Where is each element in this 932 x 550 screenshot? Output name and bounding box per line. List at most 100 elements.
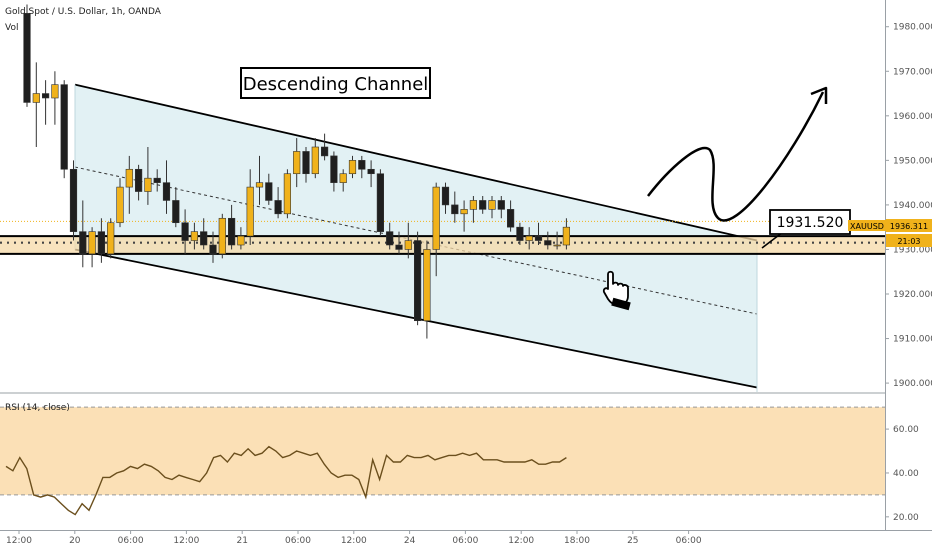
price-tick-label: 1980.000 bbox=[893, 23, 932, 33]
candle-body bbox=[153, 177, 161, 183]
candle-body bbox=[283, 173, 292, 215]
candle-body bbox=[348, 160, 357, 175]
candle-body bbox=[395, 244, 403, 250]
rsi-line bbox=[5, 445, 567, 516]
price-tick-label: 1950.000 bbox=[893, 156, 932, 166]
price-callout[interactable]: 1931.520 bbox=[761, 209, 851, 249]
rsi-tick-label: 20.00 bbox=[893, 513, 919, 523]
candle-body bbox=[181, 222, 189, 241]
candle-body bbox=[302, 151, 310, 175]
candle-body bbox=[423, 249, 431, 322]
symbol-tag: XAUUSD bbox=[848, 220, 886, 231]
candle-body bbox=[88, 231, 96, 255]
channel-upper-line bbox=[74, 83, 758, 242]
candle-body bbox=[441, 186, 450, 206]
time-tick-label: 06:00 bbox=[285, 536, 311, 546]
time-tick-label: 24 bbox=[404, 536, 416, 546]
rsi-band bbox=[0, 407, 885, 495]
candle-body bbox=[255, 182, 264, 188]
candle-body bbox=[525, 235, 533, 241]
candle-body bbox=[79, 231, 87, 255]
volume-label: Vol bbox=[5, 23, 18, 33]
candle-body bbox=[228, 217, 236, 246]
rsi-pane bbox=[0, 406, 885, 516]
candle-body bbox=[107, 222, 115, 255]
candle-body bbox=[516, 226, 524, 241]
candle-body bbox=[274, 200, 282, 215]
rsi-label: RSI (14, close) bbox=[5, 403, 70, 413]
descending-channel bbox=[0, 83, 885, 393]
chart-title: Gold Spot / U.S. Dollar, 1h, OANDA bbox=[5, 7, 162, 17]
candle-body bbox=[69, 168, 78, 232]
pointing-hand-icon bbox=[602, 270, 631, 311]
symbol-tag-text: XAUUSD bbox=[850, 222, 884, 231]
candle-body bbox=[413, 240, 422, 322]
price-tick-label: 1920.000 bbox=[893, 290, 932, 300]
time-tick-label: 06:00 bbox=[118, 536, 144, 546]
time-tick-label: 06:00 bbox=[676, 536, 702, 546]
candle-body bbox=[367, 168, 375, 175]
curved-up-arrow-icon bbox=[647, 86, 828, 222]
time-tick-label: 06:00 bbox=[452, 536, 478, 546]
candle-body bbox=[451, 204, 459, 215]
candle-body bbox=[144, 177, 152, 192]
last-price-tag-text: 1936.311 bbox=[890, 222, 928, 231]
candle-body bbox=[23, 13, 31, 103]
candle-body bbox=[190, 231, 199, 241]
time-tick-label: 21 bbox=[236, 536, 247, 546]
time-tick-label: 12:00 bbox=[508, 536, 534, 546]
candle-body bbox=[97, 231, 105, 255]
candle-body bbox=[479, 200, 487, 210]
pattern-label: Descending Channel bbox=[243, 74, 429, 95]
price-tick-label: 1930.000 bbox=[893, 245, 932, 255]
time-tick-label: 12:00 bbox=[341, 536, 367, 546]
price-callout-value: 1931.520 bbox=[777, 215, 844, 231]
candle-body bbox=[237, 235, 245, 246]
candle-body bbox=[404, 240, 412, 250]
candle-body bbox=[32, 93, 40, 103]
candle-body bbox=[358, 160, 366, 170]
rsi-tick-label: 40.00 bbox=[893, 469, 919, 479]
candle-body bbox=[386, 231, 394, 246]
candle-body bbox=[51, 84, 59, 99]
candles bbox=[23, 4, 570, 339]
time-tick-label: 18:00 bbox=[564, 536, 590, 546]
candle-body bbox=[246, 186, 254, 237]
candle-body bbox=[506, 209, 515, 228]
support-zone bbox=[0, 236, 885, 254]
candle-body bbox=[460, 209, 468, 215]
candle-body bbox=[125, 168, 133, 188]
candle-body bbox=[488, 200, 496, 210]
time-tick-label: 12:00 bbox=[173, 536, 199, 546]
last-price-tag: 1936.311 bbox=[886, 219, 932, 232]
price-tick-label: 1900.000 bbox=[893, 379, 932, 389]
countdown-tag: 21:03 bbox=[886, 234, 932, 247]
pattern-label-box[interactable]: Descending Channel bbox=[240, 67, 431, 99]
candle-body bbox=[293, 151, 301, 175]
candle-body bbox=[41, 93, 50, 99]
price-tick-label: 1970.000 bbox=[893, 67, 932, 77]
candle-body bbox=[553, 244, 561, 247]
time-tick-label: 12:00 bbox=[6, 536, 32, 546]
candle-body bbox=[135, 168, 143, 192]
price-tick-label: 1910.000 bbox=[893, 335, 932, 345]
time-tick-label: 20 bbox=[69, 536, 81, 546]
candle-body bbox=[60, 84, 68, 170]
price-tick-label: 1940.000 bbox=[893, 201, 932, 211]
candle-body bbox=[376, 173, 385, 232]
candle-body bbox=[330, 155, 338, 183]
candle-body bbox=[218, 217, 226, 255]
candle-body bbox=[544, 240, 552, 246]
candle-body bbox=[562, 226, 570, 246]
time-tick-label: 25 bbox=[627, 536, 638, 546]
candle-body bbox=[469, 200, 478, 210]
candle-body bbox=[497, 200, 505, 210]
candle-body bbox=[311, 146, 319, 175]
candle-body bbox=[265, 182, 273, 201]
countdown-tag-text: 21:03 bbox=[897, 237, 920, 246]
candle-body bbox=[534, 235, 543, 241]
candle-body bbox=[200, 231, 208, 246]
candle-body bbox=[172, 200, 180, 224]
